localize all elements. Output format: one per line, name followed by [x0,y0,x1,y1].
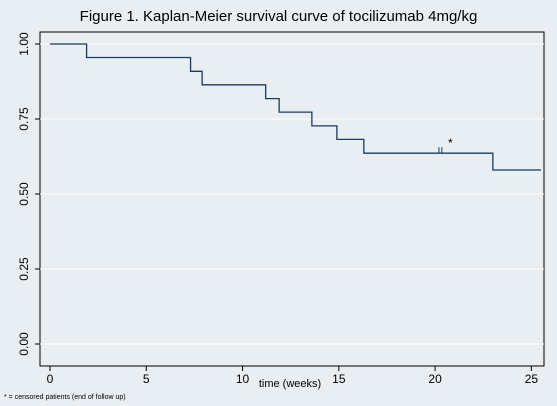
y-axis: 0.00 0.25 0.50 0.75 1.00 [17,32,40,356]
censor-marks [438,147,443,154]
plot-area [39,31,545,367]
y-tick-label: 0.75 [17,107,31,131]
x-tick-label: 25 [525,372,539,386]
x-tick-label: 15 [332,372,346,386]
y-tick-label: 1.00 [17,32,31,56]
footnote: * = censored patients (end of follow up) [4,394,126,401]
series-layer [50,43,541,171]
y-tick-label: 0.00 [17,332,31,356]
x-tick-label: 0 [47,372,54,386]
x-tick-label: 20 [428,372,442,386]
x-axis-label: time (weeks) [259,378,321,390]
x-tick-label: 10 [236,372,250,386]
grid-lines [40,43,544,345]
y-tick-label: 0.25 [17,257,31,281]
y-tick-label: 0.50 [17,182,31,206]
x-tick-label: 5 [143,372,150,386]
survival-step-line [50,43,541,171]
censor-annotation: * [448,136,453,150]
x-axis: 0 5 10 15 20 25 [47,366,539,386]
chart-title: Figure 1. Kaplan-Meier survival curve of… [80,8,478,25]
